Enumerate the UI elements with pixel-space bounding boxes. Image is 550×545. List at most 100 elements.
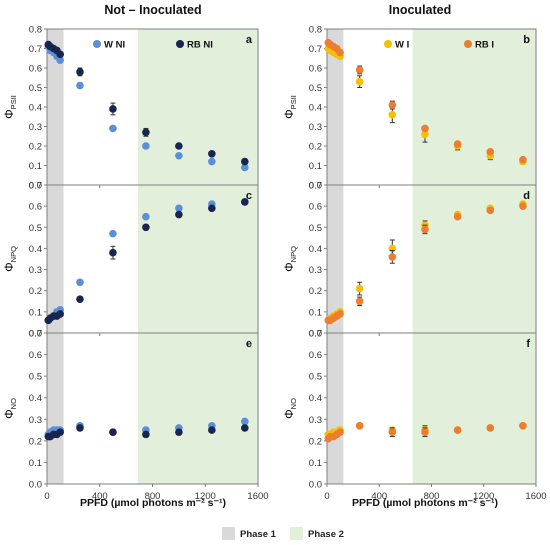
panel-f-y-tick-label: 0.2: [309, 436, 322, 447]
panel-f-x-tick-label: 0: [324, 491, 329, 502]
panel-b-phase-1-band: [327, 29, 344, 185]
panel-a-data-point: [109, 124, 117, 133]
panel-a-legend-marker-1: [176, 40, 184, 48]
panel-a-y-tick-label: 0.3: [29, 122, 42, 133]
panel-c-letter: c: [246, 190, 252, 202]
panel-c: 0.0 0.1 0.2 0.3 0.4 0.5 0.6 0.7 ΦNPQ c: [2, 181, 259, 340]
panel-f-data-point: [421, 428, 429, 437]
panel-d-y-tick-label: 0.5: [309, 223, 322, 234]
panel-b-data-point: [336, 48, 344, 57]
panel-a-data-point: [241, 157, 249, 166]
panel-c-y-axis-label: ΦNPQ: [2, 246, 18, 272]
panel-b-series-1: [324, 38, 527, 164]
panel-b-phase-2-band: [412, 29, 536, 185]
panel-a-data-point: [109, 105, 117, 113]
panel-d-data-point: [388, 253, 397, 261]
panel-b-y-tick-label: 0.2: [309, 142, 322, 153]
panel-d-data-point: [519, 202, 527, 210]
panel-d-y-tick-label: 0.3: [309, 265, 322, 276]
panel-b-legend-marker-1: [464, 40, 472, 48]
panel-c-data-point: [175, 204, 183, 213]
panel-f-y-tick-label: 0.4: [309, 393, 322, 404]
panel-c-phase-2-band: [137, 185, 258, 333]
panel-c-data-point: [208, 204, 216, 213]
panel-b-data-point: [421, 130, 429, 139]
panel-c-data-point: [175, 210, 183, 219]
panel-d-y-tick-label: 0.7: [309, 181, 322, 192]
panel-a-data-point: [175, 151, 183, 160]
panel-e-y-tick-label: 0.2: [29, 436, 42, 447]
panel-b-y-tick-label: 0.8: [309, 25, 322, 36]
panel-b-y-tick-label: 0.6: [309, 64, 322, 75]
panel-a: 0.0 0.1 0.2 0.3 0.4 0.5 0.6 0.7 0.8 ΦPSII a W NI RB …: [2, 25, 259, 192]
panel-b-data-point: [355, 77, 364, 86]
panel-b-legend-label-0: W I: [395, 40, 409, 51]
panel-f-data-point: [336, 428, 344, 437]
panel-e-data-point: [241, 424, 249, 432]
panel-c-y-tick-label: 0.7: [29, 181, 42, 192]
panel-b-data-point: [519, 155, 527, 164]
panel-a-data-point: [208, 150, 216, 158]
panel-a-y-tick-label: 0.7: [29, 44, 42, 55]
panel-c-data-point: [76, 278, 84, 287]
panel-f-data-point: [453, 426, 462, 434]
panel-f-phase-1-band: [327, 333, 344, 484]
panel-b-data-point: [486, 148, 495, 156]
panel-b-y-axis-label: ΦPSII: [282, 95, 298, 119]
panel-c-y-tick-label: 0.0: [29, 329, 42, 340]
panel-f-y-tick-label: 0.1: [309, 458, 322, 469]
right-column-title: Inoculated: [389, 3, 452, 17]
panel-e-x-tick-label: 800: [145, 491, 161, 502]
panel-e-phase-1-band: [47, 333, 64, 484]
panel-a-data-point: [208, 157, 216, 166]
panel-e: 0.0 0.1 0.2 0.3 0.4 0.5 0.6 0.7 0 400 800 1200 1600 Φ…: [2, 329, 269, 503]
panel-c-y-tick-label: 0.6: [29, 202, 42, 213]
panel-f-data-point: [519, 421, 527, 430]
panel-e-data-point: [109, 428, 117, 437]
phase-1-swatch: [222, 527, 235, 540]
panel-a-data-point: [175, 142, 183, 150]
panel-a-data-point: [142, 142, 150, 150]
panel-e-x-tick-label: 400: [92, 491, 108, 502]
panel-c-data-point: [109, 248, 117, 257]
panel-e-data-point: [175, 428, 183, 437]
panel-a-legend-label-0: W NI: [104, 40, 125, 51]
left-column-title: Not – Inoculated: [104, 3, 201, 17]
panel-a-y-tick-label: 0.6: [29, 64, 42, 75]
panel-e-y-tick-label: 0.4: [29, 393, 42, 404]
panel-e-x-tick-label: 1600: [247, 491, 268, 502]
panel-f-x-tick-label: 400: [371, 491, 387, 502]
panel-b-data-point: [421, 124, 429, 133]
panel-c-data-point: [76, 295, 84, 303]
panel-b-data-point: [453, 140, 462, 148]
panel-d-y-tick-label: 0.2: [309, 286, 322, 297]
panel-a-y-tick-label: 0.4: [29, 103, 42, 114]
panel-b-legend-label-1: RB I: [475, 40, 494, 51]
phase-2-swatch: [290, 527, 303, 540]
panel-f-y-tick-label: 0.6: [309, 350, 322, 361]
panel-a-y-tick-label: 0.0: [29, 181, 42, 192]
panel-f-y-tick-label: 0.5: [309, 372, 322, 383]
panel-d-data-point: [421, 225, 429, 234]
panel-b-y-tick-label: 0.5: [309, 83, 322, 94]
panel-d-y-tick-label: 0.0: [309, 329, 322, 340]
panels: 0.0 0.1 0.2 0.3 0.4 0.5 0.6 0.7 0.8 ΦPSII a W NI RB …: [2, 25, 547, 503]
panel-a-y-axis-label: ΦPSII: [2, 95, 18, 119]
panel-a-data-point: [142, 128, 150, 137]
panel-d-y-tick-label: 0.1: [309, 307, 322, 318]
panel-e-y-tick-label: 0.3: [29, 415, 42, 426]
panel-e-phase-2-band: [137, 333, 258, 484]
panel-d-data-point: [336, 310, 344, 318]
panel-d-data-point: [453, 212, 462, 221]
panel-b-data-point: [388, 111, 397, 119]
panel-a-y-tick-label: 0.8: [29, 25, 42, 36]
panel-e-y-tick-label: 0.0: [29, 480, 42, 491]
panel-e-data-point: [142, 430, 150, 439]
panel-d-data-point: [355, 297, 364, 306]
panel-c-data-point: [142, 212, 150, 221]
panel-c-y-tick-label: 0.3: [29, 265, 42, 276]
panel-f-series-1: [324, 421, 527, 443]
panel-d-phase-2-band: [412, 185, 536, 333]
panel-f: 0.0 0.1 0.2 0.3 0.4 0.5 0.6 0.7 0 400 800 1200 1600 Φ…: [282, 329, 547, 503]
